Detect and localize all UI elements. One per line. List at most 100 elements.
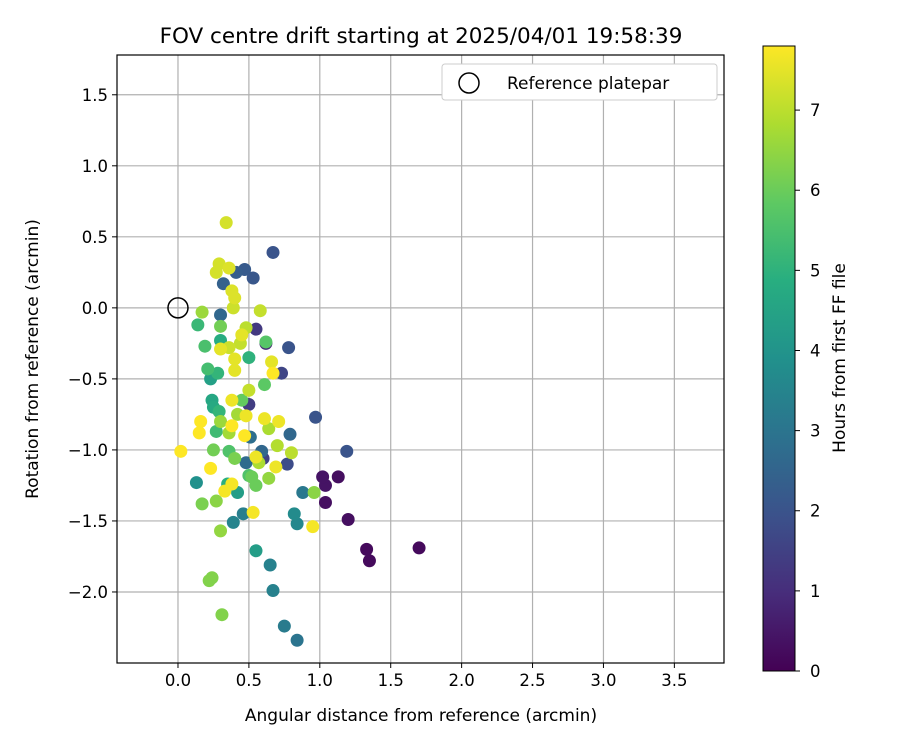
data-point: [228, 291, 242, 305]
data-point: [257, 412, 271, 426]
legend-marker-icon: [458, 72, 480, 94]
data-point: [228, 352, 242, 366]
data-point: [174, 444, 188, 458]
data-point: [194, 415, 208, 429]
colorbar-tick-label: 0: [810, 662, 821, 681]
data-point: [201, 362, 215, 376]
data-point: [226, 301, 240, 315]
y-tick-label: 1.0: [82, 157, 108, 176]
data-point: [198, 339, 212, 353]
colorbar-label: Hours from first FF file: [830, 263, 850, 453]
data-point: [253, 304, 267, 318]
data-point: [277, 619, 291, 633]
data-point: [280, 457, 294, 471]
data-point: [214, 319, 228, 333]
data-point: [257, 378, 271, 392]
x-tick-label: 3.0: [590, 671, 616, 690]
data-point: [242, 383, 256, 397]
data-point: [246, 271, 260, 285]
data-point: [228, 363, 242, 377]
y-axis-label: Rotation from reference (arcmin): [23, 219, 43, 499]
data-point: [272, 415, 286, 429]
data-point: [206, 443, 220, 457]
data-point: [209, 265, 223, 279]
x-tick-label: 1.5: [378, 671, 404, 690]
plot-frame: [116, 54, 725, 664]
data-point: [412, 541, 426, 555]
data-point: [249, 450, 263, 464]
data-point: [331, 470, 345, 484]
x-tick-label: 0.5: [236, 671, 262, 690]
data-point: [204, 461, 218, 475]
data-point: [214, 524, 228, 538]
data-point: [225, 419, 239, 433]
data-point: [216, 277, 230, 291]
data-point: [316, 470, 330, 484]
data-point: [219, 216, 233, 230]
colorbar-tick-label: 5: [810, 261, 821, 280]
data-point: [296, 486, 310, 500]
data-point: [266, 366, 280, 380]
data-point: [214, 342, 228, 356]
colorbar-tick-label: 4: [810, 341, 821, 360]
data-point: [189, 476, 203, 490]
data-point: [226, 515, 240, 529]
data-point: [341, 513, 355, 527]
colorbar-tick-label: 7: [810, 101, 821, 120]
data-point: [228, 451, 242, 465]
data-point: [309, 410, 323, 424]
data-point: [287, 507, 301, 521]
legend-label: Reference platepar: [507, 74, 669, 94]
colorbar-ticks: 0 1 2 3 4 5 6 7: [795, 101, 821, 681]
data-point: [249, 322, 263, 336]
x-tick-label: 2.0: [449, 671, 475, 690]
data-point: [239, 409, 253, 423]
reference-platepar-marker: [167, 297, 189, 319]
data-point: [340, 444, 354, 458]
data-point: [266, 245, 280, 259]
y-tick-label: 0.0: [82, 299, 108, 318]
data-point: [195, 305, 209, 319]
data-point: [225, 393, 239, 407]
y-tick-label: −0.5: [68, 370, 108, 389]
colorbar-tick-label: 1: [810, 582, 821, 601]
data-point: [225, 477, 239, 491]
data-point: [265, 355, 279, 369]
y-tick-label: 1.5: [82, 86, 108, 105]
colorbar: 0 1 2 3 4 5 6 7 Hours from first FF file: [762, 45, 850, 681]
legend-box: [441, 63, 718, 101]
data-point: [245, 470, 259, 484]
data-point: [211, 366, 225, 380]
colorbar-gradient: [762, 45, 796, 672]
data-point: [191, 318, 205, 332]
x-axis-label: Angular distance from reference (arcmin): [245, 706, 597, 726]
data-point: [362, 554, 376, 568]
data-point: [283, 427, 297, 441]
data-point: [215, 608, 229, 622]
data-point: [235, 393, 249, 407]
colorbar-tick-label: 3: [810, 422, 821, 441]
data-point: [270, 439, 284, 453]
x-axis-ticks: 0.0 0.5 1.0 1.5 2.0 2.5 3.0 3.5: [165, 663, 687, 690]
data-point: [239, 456, 253, 470]
x-tick-label: 0.0: [165, 671, 191, 690]
data-point: [214, 308, 228, 322]
y-tick-label: −1.0: [68, 441, 108, 460]
data-point: [262, 471, 276, 485]
data-points: [174, 216, 426, 647]
data-point: [222, 261, 236, 275]
data-point: [202, 574, 216, 588]
data-point: [307, 486, 321, 500]
y-tick-label: 0.5: [82, 228, 108, 247]
data-point: [318, 495, 332, 509]
data-point: [236, 507, 250, 521]
data-point: [238, 429, 252, 443]
x-tick-label: 2.5: [519, 671, 545, 690]
data-point: [269, 460, 283, 474]
colorbar-tick-label: 6: [810, 181, 821, 200]
grid-lines: [117, 55, 724, 663]
data-point: [195, 497, 209, 511]
data-point: [262, 422, 276, 436]
